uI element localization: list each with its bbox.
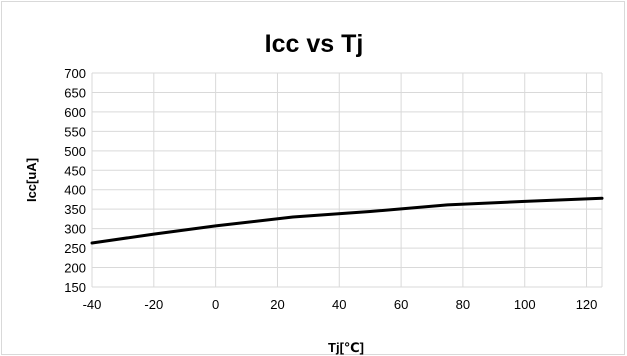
x-tick-label: 120 bbox=[576, 297, 598, 312]
y-tick-label: 150 bbox=[64, 280, 86, 295]
y-tick-label: 450 bbox=[64, 163, 86, 178]
y-tick-label: 700 bbox=[64, 66, 86, 81]
y-tick-label: 650 bbox=[64, 85, 86, 100]
x-tick-label: 20 bbox=[270, 297, 284, 312]
x-tick-label: 80 bbox=[456, 297, 470, 312]
x-tick-label: 100 bbox=[514, 297, 536, 312]
y-tick-label: 500 bbox=[64, 144, 86, 159]
grid bbox=[91, 72, 603, 288]
series-line bbox=[90, 196, 604, 245]
series bbox=[90, 196, 604, 245]
x-tick-label: -20 bbox=[144, 297, 163, 312]
y-tick-label: 200 bbox=[64, 261, 86, 276]
x-tick-label: 60 bbox=[394, 297, 408, 312]
y-axis-label: Icc[uA] bbox=[24, 158, 39, 202]
x-tick-label: -40 bbox=[83, 297, 102, 312]
y-tick-label: 400 bbox=[64, 183, 86, 198]
x-tick-label: 40 bbox=[332, 297, 346, 312]
x-tick-label: 0 bbox=[212, 297, 219, 312]
y-tick-label: 350 bbox=[64, 202, 86, 217]
y-axis-ticks: 150 200 250 300 350 400 450 500 550 600 650 700 bbox=[64, 66, 86, 295]
x-axis-label: Tj[℃] bbox=[328, 340, 364, 355]
y-tick-label: 250 bbox=[64, 241, 86, 256]
chart-title: Icc vs Tj bbox=[265, 30, 364, 58]
y-tick-label: 300 bbox=[64, 222, 86, 237]
x-axis-ticks: -40 -20 0 20 40 60 80 100 120 bbox=[83, 297, 598, 312]
y-tick-label: 600 bbox=[64, 105, 86, 120]
y-tick-label: 550 bbox=[64, 124, 86, 139]
